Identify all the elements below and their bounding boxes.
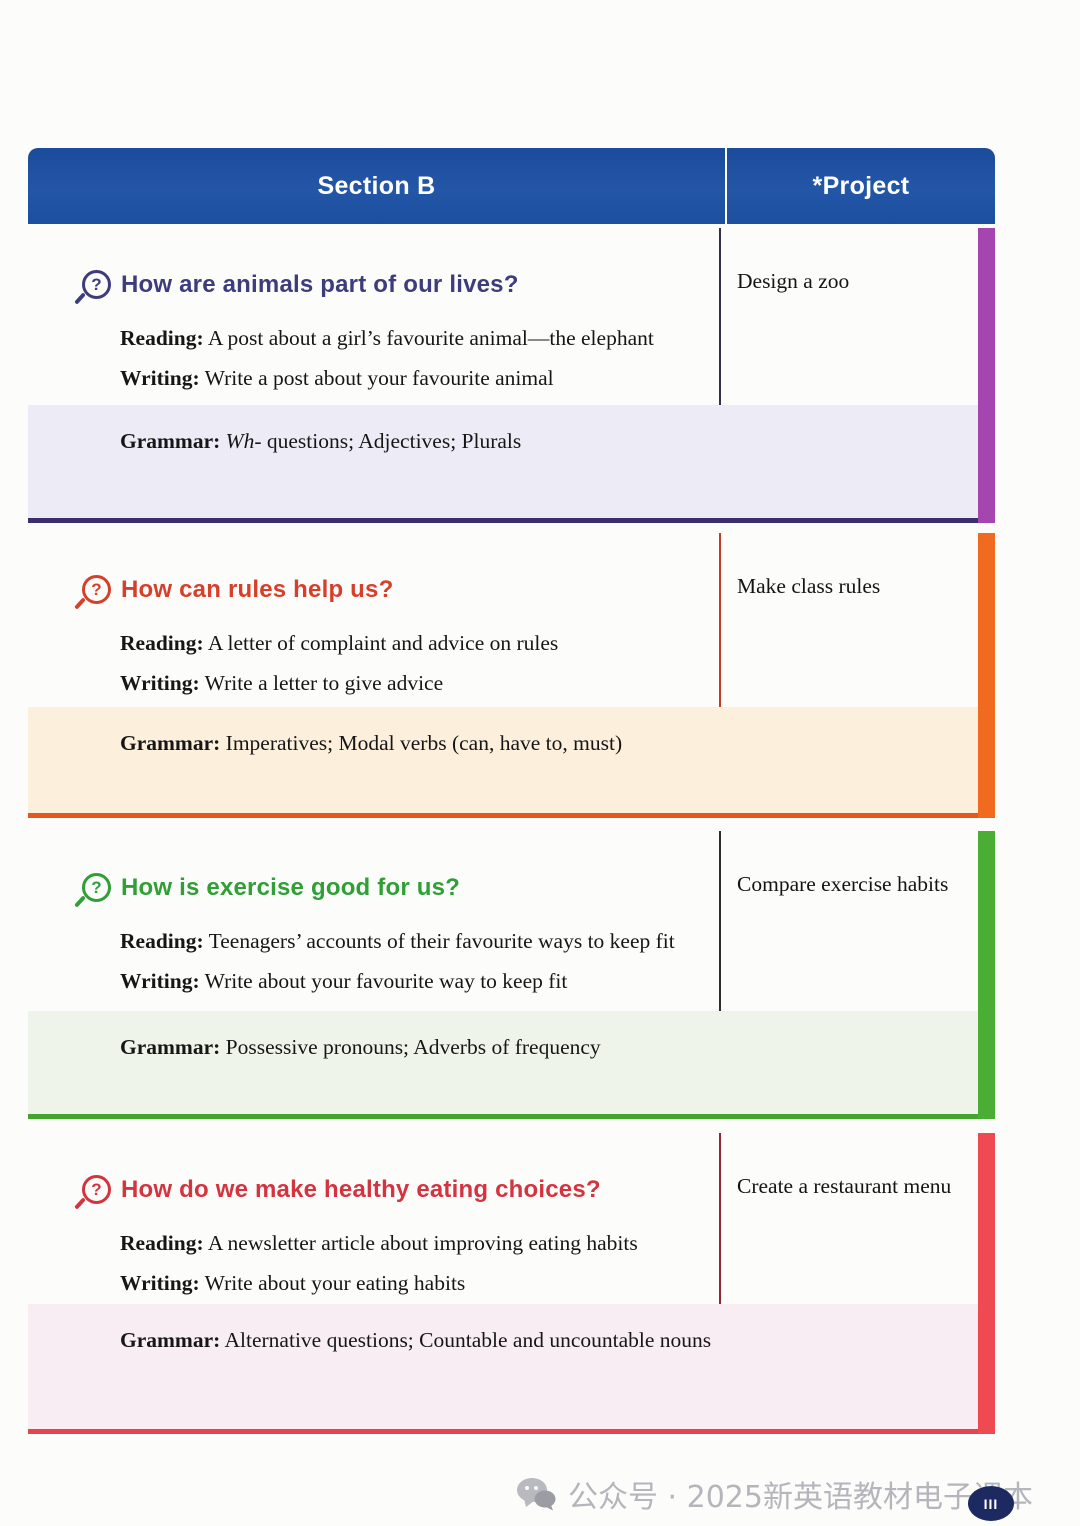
page-number-badge: III [968, 1486, 1014, 1521]
grammar-label: Grammar: [120, 429, 221, 453]
unit-question-text: How are animals part of our lives? [121, 270, 519, 298]
unit-body: ? How is exercise good for us? Reading: … [28, 831, 978, 1119]
reading-line: Reading: A post about a girl’s favourite… [120, 323, 719, 354]
unit-body: ? How are animals part of our lives? Rea… [28, 228, 978, 523]
accent-bar [978, 533, 995, 818]
reading-text: A newsletter article about improving eat… [207, 1231, 638, 1255]
reading-text: A letter of complaint and advice on rule… [207, 631, 559, 655]
writing-label: Writing: [120, 671, 200, 696]
writing-text: Write a letter to give advice [204, 671, 444, 696]
writing-label: Writing: [120, 969, 200, 994]
reading-label: Reading: [120, 631, 204, 655]
accent-bar [978, 1133, 995, 1434]
table-header: Section B *Project [28, 148, 995, 224]
unit-content: ? How can rules help us? Reading: A lett… [28, 533, 978, 707]
header-section-b: Section B [28, 148, 727, 224]
unit-content: ? How do we make healthy eating choices?… [28, 1133, 978, 1304]
accent-bar [978, 228, 995, 523]
project-cell: Compare exercise habits [719, 831, 978, 1011]
reading-line: Reading: A letter of complaint and advic… [120, 628, 719, 659]
grammar-italic: Wh- [225, 429, 262, 453]
reading-text: A post about a girl’s favourite animal—t… [207, 326, 654, 350]
grammar-line: Grammar: Imperatives; Modal verbs (can, … [120, 731, 978, 756]
grammar-label: Grammar: [120, 1035, 221, 1059]
question-magnifier-icon: ? [82, 873, 111, 902]
reading-line: Reading: A newsletter article about impr… [120, 1228, 719, 1259]
unit-question-text: How can rules help us? [121, 575, 394, 603]
grammar-label: Grammar: [120, 731, 221, 755]
unit-title: ? How is exercise good for us? [82, 873, 719, 902]
reading-label: Reading: [120, 1231, 204, 1255]
project-text: Design a zoo [737, 269, 850, 293]
project-cell: Design a zoo [719, 228, 978, 405]
grammar-label: Grammar: [120, 1328, 221, 1352]
grammar-row: Grammar: Imperatives; Modal verbs (can, … [28, 707, 978, 813]
grammar-text: Alternative questions; Countable and unc… [224, 1328, 712, 1352]
reading-label: Reading: [120, 929, 204, 953]
reading-text: Teenagers’ accounts of their favourite w… [208, 929, 675, 953]
unit-title: ? How do we make healthy eating choices? [82, 1175, 719, 1204]
project-text: Make class rules [737, 574, 881, 598]
unit-block-4: ? How do we make healthy eating choices?… [28, 1133, 995, 1434]
grammar-line: Grammar: Wh- questions; Adjectives; Plur… [120, 429, 978, 454]
grammar-line: Grammar: Alternative questions; Countabl… [120, 1328, 978, 1353]
unit-block-2: ? How can rules help us? Reading: A lett… [28, 533, 995, 818]
unit-body: ? How can rules help us? Reading: A lett… [28, 533, 978, 818]
contents-table: Section B *Project ? How are animals par… [28, 148, 995, 1434]
watermark-text: 公众号 · 2025新英语教材电子课本 [568, 1480, 1033, 1515]
question-magnifier-icon: ? [82, 270, 111, 299]
grammar-text: Imperatives; Modal verbs (can, have to, … [225, 731, 623, 755]
accent-bar [978, 831, 995, 1119]
unit-question-text: How do we make healthy eating choices? [121, 1175, 601, 1203]
unit-main-column: ? How is exercise good for us? Reading: … [28, 831, 719, 1011]
writing-line: Writing: Write about your eating habits [120, 1268, 719, 1299]
unit-body: ? How do we make healthy eating choices?… [28, 1133, 978, 1434]
grammar-text: questions; Adjectives; Plurals [266, 429, 522, 453]
unit-title: ? How can rules help us? [82, 575, 719, 604]
header-project: *Project [812, 171, 910, 200]
watermark: 公众号 · 2025新英语教材电子课本 [516, 1472, 1033, 1516]
question-magnifier-icon: ? [82, 1175, 111, 1204]
unit-block-3: ? How is exercise good for us? Reading: … [28, 831, 995, 1119]
grammar-text: Possessive pronouns; Adverbs of frequenc… [225, 1035, 601, 1059]
grammar-line: Grammar: Possessive pronouns; Adverbs of… [120, 1035, 978, 1060]
project-text: Compare exercise habits [737, 872, 949, 896]
unit-main-column: ? How can rules help us? Reading: A lett… [28, 533, 719, 707]
writing-text: Write about your favourite way to keep f… [204, 969, 568, 994]
writing-text: Write a post about your favourite animal [204, 366, 554, 391]
writing-line: Writing: Write a letter to give advice [120, 668, 719, 699]
project-text: Create a restaurant menu [737, 1174, 952, 1198]
grammar-row: Grammar: Alternative questions; Countabl… [28, 1304, 978, 1429]
writing-text: Write about your eating habits [204, 1271, 466, 1296]
writing-line: Writing: Write about your favourite way … [120, 966, 719, 997]
unit-block-1: ? How are animals part of our lives? Rea… [28, 228, 995, 523]
writing-line: Writing: Write a post about your favouri… [120, 363, 719, 394]
writing-label: Writing: [120, 1271, 200, 1296]
project-cell: Make class rules [719, 533, 978, 707]
project-cell: Create a restaurant menu [719, 1133, 978, 1304]
writing-label: Writing: [120, 366, 200, 391]
wechat-icon [517, 1478, 556, 1511]
unit-content: ? How is exercise good for us? Reading: … [28, 831, 978, 1011]
unit-main-column: ? How do we make healthy eating choices?… [28, 1133, 719, 1304]
unit-content: ? How are animals part of our lives? Rea… [28, 228, 978, 405]
unit-question-text: How is exercise good for us? [121, 873, 461, 901]
unit-title: ? How are animals part of our lives? [82, 270, 719, 299]
reading-label: Reading: [120, 326, 204, 350]
grammar-row: Grammar: Possessive pronouns; Adverbs of… [28, 1011, 978, 1114]
reading-line: Reading: Teenagers’ accounts of their fa… [120, 926, 719, 957]
question-magnifier-icon: ? [82, 575, 111, 604]
grammar-row: Grammar: Wh- questions; Adjectives; Plur… [28, 405, 978, 518]
unit-main-column: ? How are animals part of our lives? Rea… [28, 228, 719, 405]
